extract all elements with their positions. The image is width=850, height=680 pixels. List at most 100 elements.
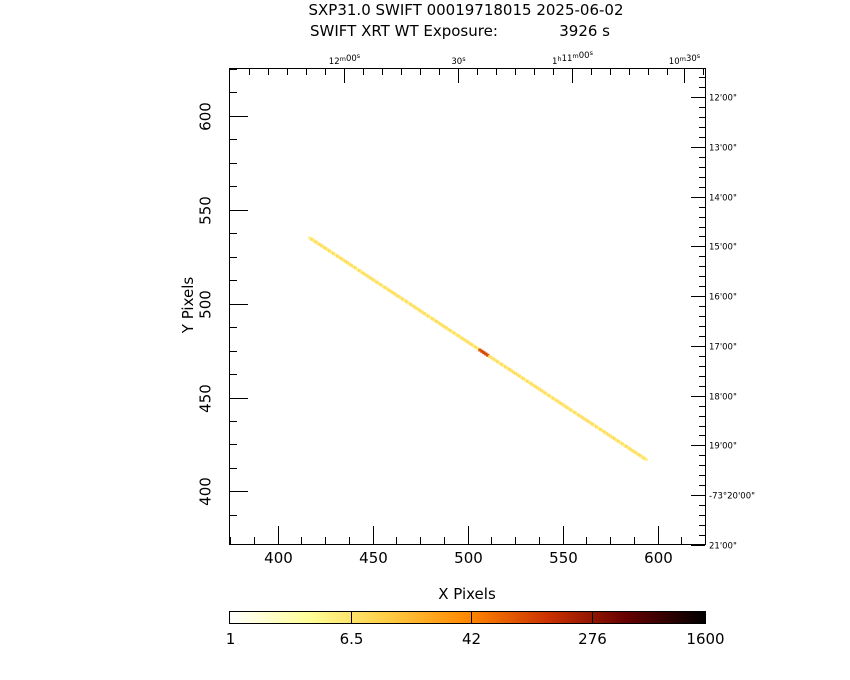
- event-pixel: [601, 429, 605, 433]
- event-pixel: [415, 306, 419, 310]
- x-axis-label: X Pixels: [438, 585, 496, 603]
- event-pixel: [513, 372, 518, 375]
- event-pixel: [359, 270, 363, 274]
- event-pixel: [626, 446, 630, 450]
- event-pixel: [464, 339, 468, 343]
- event-pixel: [512, 370, 516, 374]
- plot-frame: [229, 68, 706, 545]
- event-pixel: [385, 287, 389, 291]
- event-pixel: [468, 342, 472, 345]
- event-pixel: [515, 373, 520, 377]
- event-pixel: [581, 416, 585, 420]
- event-pixel: [391, 291, 395, 295]
- event-pixel: [426, 314, 431, 318]
- event-pixel: [375, 280, 379, 284]
- event-pixel: [308, 236, 312, 240]
- event-pixel: [504, 365, 508, 369]
- event-pixel: [553, 398, 557, 402]
- colorbar-tick-label: 276: [578, 630, 607, 648]
- event-pixel: [367, 275, 371, 279]
- event-pixel: [411, 304, 415, 308]
- event-pixel: [355, 267, 359, 271]
- event-pixel: [361, 271, 365, 275]
- event-pixel: [555, 399, 559, 403]
- dec-tick-label: 19'00": [709, 442, 737, 452]
- event-pixel: [622, 443, 626, 447]
- event-pixel: [517, 374, 522, 378]
- y-tick-label: 450: [197, 384, 215, 413]
- ra-tick-label: 10m30s: [669, 52, 701, 67]
- event-pixel: [591, 422, 595, 426]
- event-pixel: [482, 351, 486, 355]
- event-pixel: [330, 250, 334, 254]
- event-pixel: [525, 379, 529, 383]
- event-pixel: [508, 368, 512, 372]
- event-pixel: [379, 283, 383, 287]
- event-pixel: [448, 329, 452, 332]
- event-pixel: [587, 420, 591, 424]
- event-pixel: [628, 447, 632, 451]
- event-pixel: [331, 252, 336, 256]
- event-pixel: [492, 357, 496, 361]
- event-pixel: [529, 382, 533, 386]
- event-pixel: [595, 425, 599, 429]
- event-pixel: [545, 392, 549, 396]
- event-pixel: [401, 297, 405, 301]
- event-pixel: [565, 405, 569, 409]
- dec-tick-label: 17'00": [709, 343, 737, 353]
- event-pixel: [466, 340, 470, 344]
- event-pixel: [610, 435, 615, 439]
- event-pixel: [314, 240, 318, 244]
- event-pixel: [393, 292, 397, 296]
- event-pixel: [422, 312, 427, 316]
- event-pixel: [478, 348, 482, 352]
- event-pixel: [428, 316, 433, 319]
- event-pixel: [349, 263, 353, 267]
- event-pixel: [606, 433, 611, 437]
- event-pixel: [644, 458, 648, 461]
- event-pixel: [640, 455, 644, 459]
- event-pixel: [620, 442, 624, 446]
- event-pixel: [632, 450, 636, 454]
- event-pixel: [438, 322, 442, 326]
- event-pixel: [399, 296, 403, 300]
- event-pixel: [444, 326, 448, 330]
- event-pixel: [470, 343, 474, 347]
- event-pixel: [347, 262, 351, 266]
- event-pixel: [395, 293, 399, 297]
- event-pixel: [543, 391, 547, 395]
- event-pixel: [328, 249, 332, 253]
- event-pixel: [563, 404, 567, 408]
- event-pixel: [498, 361, 502, 365]
- event-pixel: [557, 400, 561, 404]
- event-pixel: [636, 452, 640, 456]
- event-pixel: [597, 426, 601, 430]
- event-pixel: [630, 448, 634, 452]
- event-pixel: [365, 274, 369, 278]
- event-pixel: [589, 421, 593, 425]
- event-pixel: [442, 325, 446, 329]
- event-pixel: [527, 381, 531, 385]
- colorbar-tick-label: 42: [462, 630, 481, 648]
- y-tick-label: 550: [197, 196, 215, 225]
- event-pixel: [618, 441, 622, 445]
- event-pixel: [494, 359, 498, 362]
- chart-subtitle: SWIFT XRT WT Exposure:: [310, 22, 498, 40]
- event-pixel: [419, 309, 423, 313]
- event-pixel: [535, 386, 539, 390]
- event-pixel: [593, 424, 597, 428]
- event-pixel: [510, 369, 514, 373]
- x-tick-label: 500: [454, 549, 483, 567]
- event-pixel: [642, 456, 646, 460]
- event-pixel: [324, 246, 328, 250]
- event-pixel: [335, 254, 340, 258]
- event-pixel: [551, 396, 555, 400]
- event-pixel: [373, 279, 377, 283]
- event-pixel: [450, 330, 454, 334]
- event-pixel: [603, 430, 607, 434]
- dec-tick-label: -73°20'00": [709, 492, 755, 502]
- colorbar-tick-label: 1: [226, 630, 236, 648]
- event-pixel: [357, 269, 361, 273]
- dec-tick-label: 14'00": [709, 194, 737, 204]
